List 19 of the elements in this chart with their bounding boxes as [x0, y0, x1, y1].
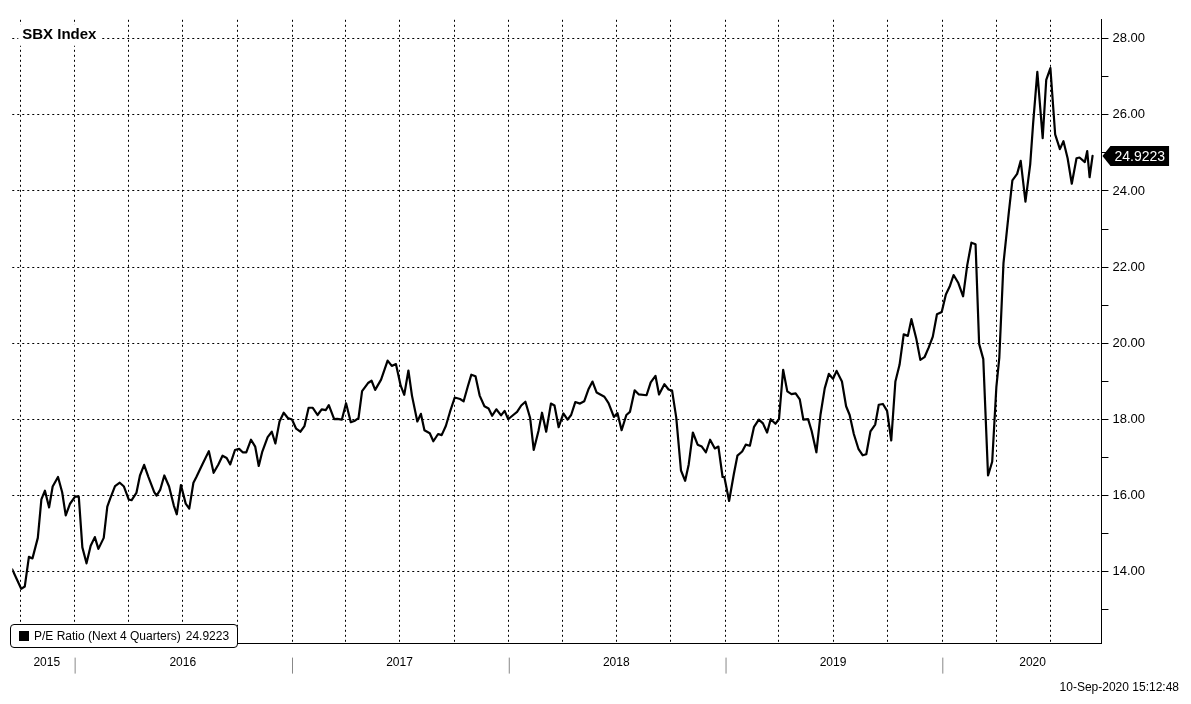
text: 10-Sep-2020 15:12:48 — [1059, 680, 1180, 695]
x-tick-label: 2019 — [819, 655, 847, 670]
data-label: 24.9223 — [1114, 147, 1166, 164]
chart-title: SBX Index — [22, 25, 98, 43]
x-tick-label: 2016 — [169, 655, 197, 670]
y-tick-label: 22.00 — [1112, 258, 1146, 274]
x-tick-label: 2018 — [602, 655, 630, 670]
y-tick-label: 26.00 — [1112, 106, 1146, 122]
y-tick-label: 20.00 — [1112, 334, 1146, 350]
y-tick-label: 18.00 — [1112, 410, 1146, 426]
y-tick-label: 24.00 — [1112, 182, 1146, 198]
legend-label: P/E Ratio (Next 4 Quarters) — [34, 629, 181, 643]
x-tick-label: 2017 — [386, 655, 414, 670]
y-tick-label: 28.00 — [1112, 30, 1146, 46]
text: 24.9223 — [185, 629, 230, 643]
x-tick-label: 2015 — [33, 655, 61, 670]
x-tick-label: 2020 — [1019, 655, 1047, 670]
y-tick-label: 16.00 — [1112, 486, 1146, 502]
y-tick-label: 14.00 — [1112, 562, 1146, 578]
